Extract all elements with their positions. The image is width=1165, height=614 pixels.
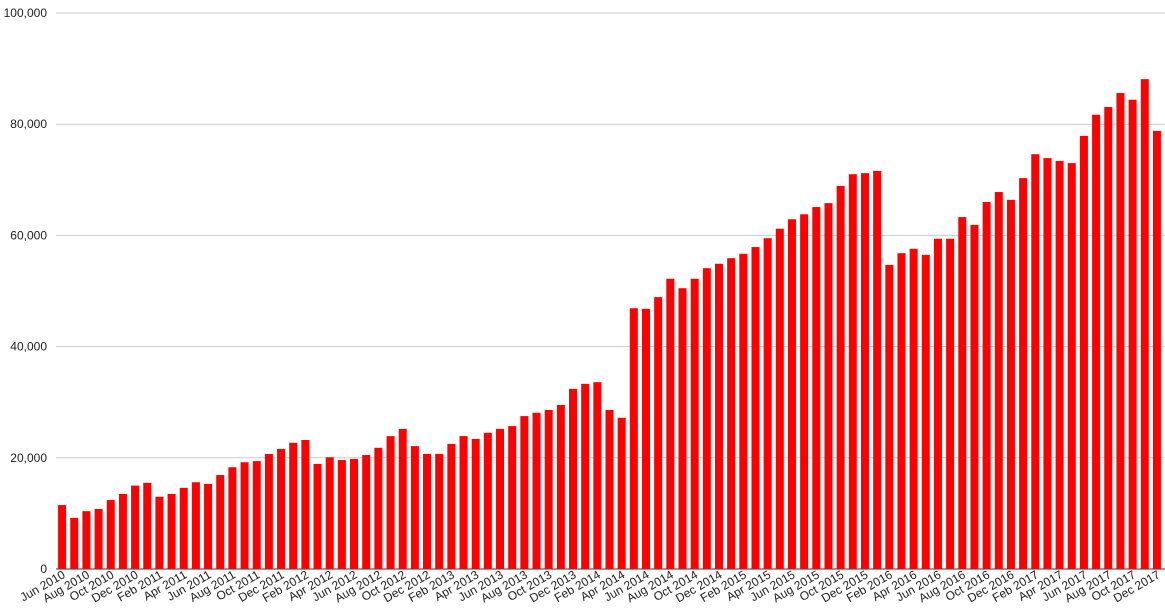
bar (678, 288, 687, 569)
bar (885, 264, 894, 569)
bar (204, 483, 213, 569)
y-tick-label: 80,000 (10, 117, 47, 131)
bar (556, 404, 565, 569)
bar (459, 436, 468, 569)
bar (191, 482, 200, 569)
bar (581, 383, 590, 569)
bar (775, 228, 784, 569)
bar (350, 458, 359, 569)
bar (933, 238, 942, 569)
bar (763, 238, 772, 569)
bar (1067, 163, 1076, 569)
bar (824, 203, 833, 570)
bar (727, 258, 736, 569)
bar (739, 253, 748, 570)
bar (897, 253, 906, 569)
bar (325, 457, 334, 569)
bar (666, 278, 675, 569)
bar (289, 442, 298, 569)
bar (593, 382, 602, 569)
bar (240, 462, 249, 569)
bar (471, 438, 480, 569)
bar (374, 447, 383, 569)
bar (58, 505, 67, 569)
bar (252, 461, 261, 569)
bar (970, 224, 979, 569)
bar (702, 268, 711, 569)
bar (483, 432, 492, 569)
bar (751, 247, 760, 570)
bar (423, 453, 432, 569)
bar (982, 202, 991, 570)
bar (143, 482, 152, 569)
bar (921, 254, 930, 570)
bar (909, 248, 918, 569)
bar (508, 426, 517, 569)
bar (118, 493, 127, 569)
bar (1140, 79, 1149, 569)
bar (386, 436, 395, 569)
bar (1092, 114, 1101, 570)
bar (167, 493, 176, 569)
bar (605, 409, 614, 569)
bar (569, 388, 578, 569)
bar (313, 463, 322, 569)
bar (277, 448, 286, 569)
bar (82, 511, 91, 569)
bar (787, 219, 796, 569)
bar (410, 446, 419, 569)
bar (1152, 130, 1161, 569)
bar (94, 508, 103, 569)
bar (216, 475, 225, 569)
bar (812, 207, 821, 569)
bar (1031, 154, 1040, 569)
bar (131, 485, 140, 569)
bar (447, 443, 456, 569)
bar (958, 217, 967, 569)
bar (362, 455, 371, 569)
bar (994, 192, 1003, 570)
bar (532, 412, 541, 569)
bar (1043, 158, 1052, 569)
y-tick-label: 0 (40, 562, 47, 576)
bar (690, 278, 699, 569)
bar (301, 440, 310, 569)
bar (1019, 178, 1028, 569)
bar (544, 409, 553, 569)
bar (1006, 199, 1015, 570)
y-tick-label: 60,000 (10, 228, 47, 242)
bar (860, 173, 869, 570)
bar (629, 308, 638, 569)
bar (106, 500, 115, 569)
bar (714, 263, 723, 569)
bar (1079, 135, 1088, 569)
bar (800, 214, 809, 569)
bar (228, 467, 237, 569)
bar (654, 297, 663, 569)
bar (155, 496, 164, 569)
bar (398, 428, 407, 569)
bar (520, 416, 529, 569)
bar (179, 487, 188, 569)
bar (70, 517, 79, 569)
y-tick-label: 40,000 (10, 340, 47, 354)
bar (873, 170, 882, 570)
bar (264, 453, 273, 569)
y-tick-label: 20,000 (10, 451, 47, 465)
bar (337, 460, 346, 569)
bar (1055, 160, 1064, 569)
bar (1104, 106, 1113, 570)
bar (496, 428, 505, 569)
bar (836, 185, 845, 569)
bar (1128, 99, 1137, 570)
bar (848, 174, 857, 570)
bar (1116, 93, 1125, 570)
y-tick-label: 100,000 (4, 6, 48, 20)
bar (435, 453, 444, 569)
bar (946, 238, 955, 569)
bar (641, 308, 650, 569)
bar (617, 417, 626, 569)
